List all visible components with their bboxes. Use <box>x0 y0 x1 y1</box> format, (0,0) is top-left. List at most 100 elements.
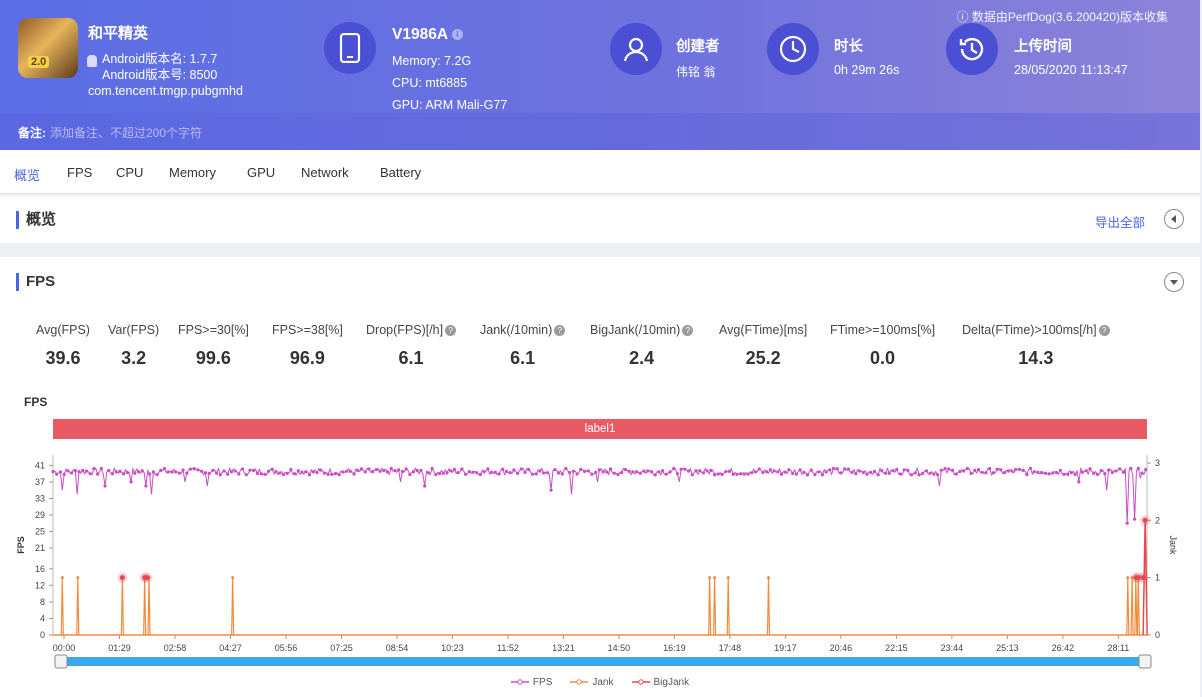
fps-point <box>214 471 219 475</box>
fps-point <box>326 472 330 476</box>
stat-label: Var(FPS) <box>108 323 160 337</box>
fps-point <box>467 470 471 474</box>
fps-point <box>642 469 646 473</box>
tab-network[interactable]: Network <box>301 165 349 180</box>
fps-point <box>285 471 289 475</box>
fps-point <box>174 470 178 474</box>
fps-point <box>865 472 869 476</box>
fps-point <box>638 471 642 475</box>
fps-point <box>118 469 122 473</box>
fps-point <box>809 468 813 472</box>
memo-bar[interactable]: 备注: 添加备注、不超过200个字符 <box>0 113 1200 150</box>
fps-point <box>144 484 148 488</box>
fps-point <box>843 467 847 471</box>
jank-spike <box>1136 577 1140 636</box>
fps-point <box>307 473 312 477</box>
collapse-down-button[interactable] <box>1164 272 1184 292</box>
fps-point <box>895 467 899 471</box>
fps-point <box>1133 517 1137 521</box>
export-all-link[interactable]: 导出全部 <box>1094 216 1145 230</box>
fps-point <box>55 472 59 476</box>
fps-point <box>608 467 613 471</box>
fps-point <box>1095 472 1100 477</box>
fps-point <box>226 472 230 476</box>
fps-point <box>545 471 549 475</box>
fps-point <box>1043 471 1048 475</box>
fps-point <box>906 468 910 473</box>
fps-point <box>675 472 680 476</box>
fps-point <box>586 469 590 473</box>
fps-point <box>408 472 412 477</box>
jank-point <box>713 576 717 580</box>
legend-item-fps[interactable]: FPS <box>510 677 552 688</box>
fps-point <box>133 471 137 475</box>
x-tick-label: 10:23 <box>441 643 464 653</box>
jank-spike <box>120 577 124 636</box>
fps-point <box>779 472 784 476</box>
legend-item-bigjank[interactable]: BigJank <box>631 677 689 688</box>
fps-point <box>211 468 215 472</box>
fps-point <box>623 467 627 472</box>
tab-overview[interactable]: 概览 <box>14 168 41 183</box>
user-icon <box>610 23 662 75</box>
fps-point <box>248 468 252 472</box>
stat-value: 25.2 <box>745 348 781 368</box>
fps-point <box>378 469 382 473</box>
fps-point <box>698 469 702 473</box>
fps-point <box>1047 472 1051 476</box>
fps-point <box>1140 471 1144 475</box>
fps-point <box>508 470 512 475</box>
label-bar[interactable]: label1 <box>53 419 1147 439</box>
fps-point <box>252 468 256 473</box>
info-icon[interactable]: i <box>451 29 463 40</box>
tab-gpu[interactable]: GPU <box>247 165 276 180</box>
help-icon[interactable]: ? <box>1098 325 1110 336</box>
fps-point <box>333 472 338 476</box>
fps-point <box>686 469 691 473</box>
device-cpu: CPU: mt6885 <box>392 76 468 90</box>
fps-point <box>724 469 728 474</box>
y-axis-label: FPS <box>16 536 26 554</box>
fps-point <box>66 469 70 473</box>
fps-point <box>1028 466 1033 470</box>
fps-point <box>415 468 419 473</box>
fps-point <box>1058 468 1062 472</box>
fps-point <box>921 471 925 475</box>
y2-axis-label: Jank <box>1168 535 1178 555</box>
legend-item-jank[interactable]: Jank <box>570 677 614 688</box>
fps-point <box>1088 467 1092 471</box>
fps-point <box>660 469 665 473</box>
fps-point <box>891 469 895 473</box>
collapse-left-button[interactable] <box>1164 209 1184 229</box>
fps-point <box>99 466 103 471</box>
tab-battery[interactable]: Battery <box>380 165 422 180</box>
fps-point <box>976 467 981 472</box>
fps-point <box>255 471 260 475</box>
fps-point <box>776 470 780 474</box>
tab-memory[interactable]: Memory <box>169 165 216 180</box>
memo-input[interactable]: 添加备注、不超过200个字符 <box>50 126 203 140</box>
fps-point <box>166 470 170 474</box>
fps-point <box>713 473 717 477</box>
x-tick-label: 05:56 <box>275 643 298 653</box>
fps-point <box>553 468 557 472</box>
fps-point <box>649 470 654 474</box>
jank-spike <box>1134 577 1138 636</box>
y2-tick-label: 2 <box>1155 515 1160 525</box>
help-icon[interactable]: ? <box>554 325 566 336</box>
y-tick-label: 0 <box>40 630 45 640</box>
fps-point <box>1099 469 1103 473</box>
stat-label: FTime>=100ms[%] <box>830 323 936 337</box>
fps-section-title: FPS <box>16 273 55 291</box>
help-icon[interactable]: ? <box>682 325 694 336</box>
tab-cpu[interactable]: CPU <box>116 165 144 180</box>
help-icon[interactable]: ? <box>445 325 457 336</box>
fps-point <box>880 469 884 473</box>
x-tick-label: 16:19 <box>663 643 686 653</box>
fps-point <box>802 470 806 474</box>
fps-point <box>772 469 776 473</box>
fps-point <box>341 470 345 474</box>
x-tick-label: 20:46 <box>830 643 853 653</box>
tab-fps[interactable]: FPS <box>67 165 93 180</box>
fps-point <box>400 469 404 474</box>
